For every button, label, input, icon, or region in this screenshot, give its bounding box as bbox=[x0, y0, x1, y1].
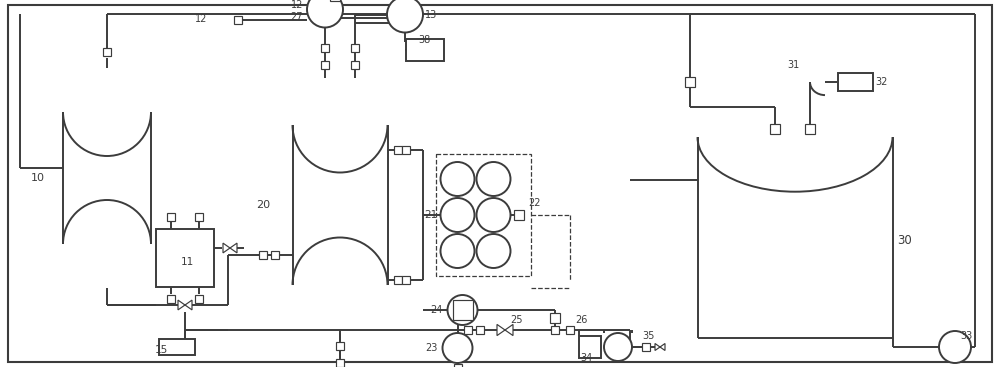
Bar bbox=[454, 364, 462, 367]
Text: 38: 38 bbox=[418, 35, 430, 45]
Bar bbox=[103, 48, 111, 56]
Bar bbox=[452, 300, 473, 320]
Bar bbox=[167, 213, 175, 221]
Bar bbox=[394, 276, 402, 284]
Bar bbox=[550, 313, 560, 323]
Bar bbox=[234, 15, 242, 23]
Text: 20: 20 bbox=[256, 200, 270, 210]
Bar bbox=[195, 213, 203, 221]
Bar bbox=[321, 61, 329, 69]
Bar bbox=[351, 61, 359, 69]
Text: 15: 15 bbox=[155, 345, 168, 355]
Text: 32: 32 bbox=[875, 77, 887, 87]
Bar bbox=[551, 326, 559, 334]
Polygon shape bbox=[655, 344, 660, 350]
Bar bbox=[159, 339, 195, 355]
Polygon shape bbox=[185, 300, 192, 310]
Bar bbox=[402, 146, 410, 154]
Circle shape bbox=[387, 0, 423, 33]
Bar bbox=[464, 326, 472, 334]
Circle shape bbox=[440, 162, 475, 196]
Circle shape bbox=[939, 331, 971, 363]
Bar bbox=[167, 295, 175, 303]
Text: 26: 26 bbox=[575, 315, 587, 325]
Text: 24: 24 bbox=[430, 305, 442, 315]
Polygon shape bbox=[230, 243, 237, 253]
Bar bbox=[685, 77, 695, 87]
Polygon shape bbox=[178, 300, 185, 310]
Circle shape bbox=[477, 198, 511, 232]
Text: 10: 10 bbox=[31, 173, 45, 183]
Polygon shape bbox=[660, 344, 665, 350]
Bar bbox=[258, 251, 266, 259]
Text: 12: 12 bbox=[291, 0, 303, 10]
Polygon shape bbox=[223, 243, 230, 253]
Text: 34: 34 bbox=[580, 353, 592, 363]
Text: 31: 31 bbox=[788, 60, 800, 70]
Text: 27: 27 bbox=[290, 12, 303, 22]
Bar bbox=[402, 276, 410, 284]
Bar bbox=[156, 229, 214, 287]
Polygon shape bbox=[505, 324, 513, 335]
Bar bbox=[566, 326, 574, 334]
Circle shape bbox=[442, 333, 473, 363]
Text: 33: 33 bbox=[960, 331, 972, 341]
Bar bbox=[514, 210, 524, 220]
Circle shape bbox=[307, 0, 343, 28]
Bar bbox=[406, 39, 444, 61]
Text: 23: 23 bbox=[425, 343, 438, 353]
Bar bbox=[351, 44, 359, 51]
Circle shape bbox=[604, 333, 632, 361]
Bar bbox=[394, 146, 402, 154]
Bar bbox=[476, 326, 484, 334]
Circle shape bbox=[440, 234, 475, 268]
Bar bbox=[642, 343, 650, 351]
Text: 25: 25 bbox=[510, 315, 522, 325]
Bar bbox=[321, 44, 329, 51]
Circle shape bbox=[477, 162, 511, 196]
Text: 13: 13 bbox=[425, 10, 437, 19]
Circle shape bbox=[477, 234, 511, 268]
Bar bbox=[579, 336, 601, 358]
Polygon shape bbox=[497, 324, 505, 335]
Bar bbox=[805, 124, 815, 134]
Bar bbox=[270, 251, 278, 259]
Text: 11: 11 bbox=[181, 257, 194, 267]
Bar bbox=[436, 154, 530, 276]
Text: 22: 22 bbox=[528, 198, 541, 208]
Text: 35: 35 bbox=[642, 331, 654, 341]
Text: 12: 12 bbox=[195, 15, 208, 25]
Circle shape bbox=[448, 295, 478, 325]
Bar bbox=[838, 73, 872, 91]
Bar bbox=[336, 359, 344, 367]
Bar bbox=[195, 295, 203, 303]
Text: 21: 21 bbox=[424, 210, 438, 220]
Text: 30: 30 bbox=[898, 233, 912, 247]
Bar bbox=[770, 124, 780, 134]
Circle shape bbox=[440, 198, 475, 232]
Bar bbox=[336, 342, 344, 349]
